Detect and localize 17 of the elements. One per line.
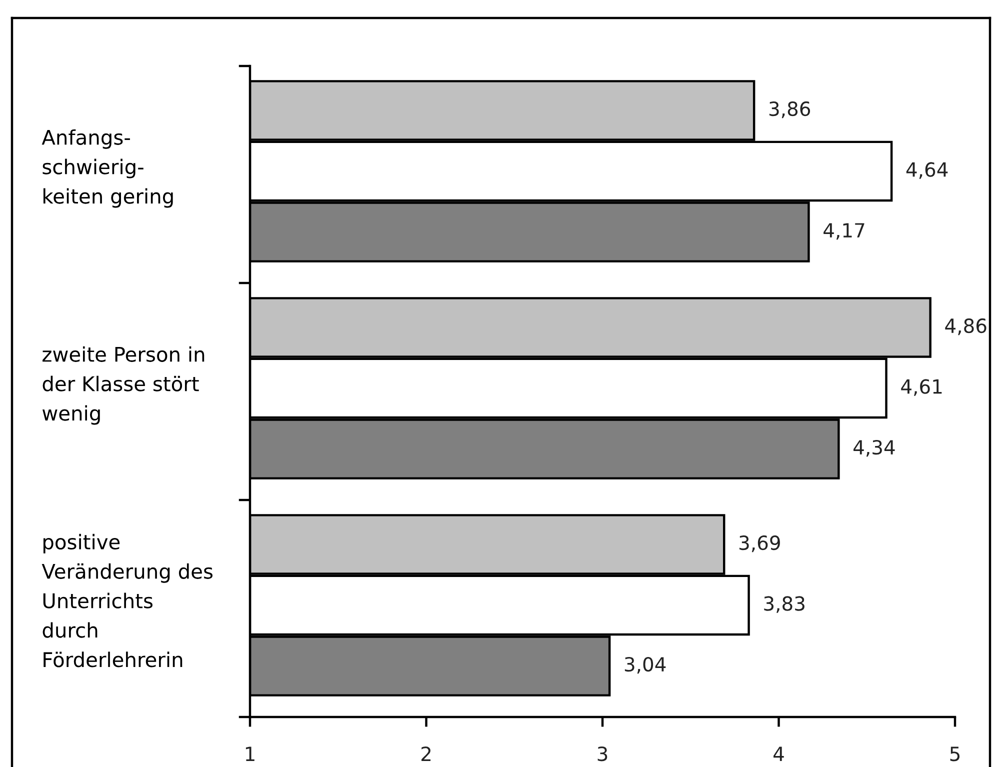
data-label: 3,04 bbox=[624, 656, 666, 674]
data-label: 3,83 bbox=[764, 596, 804, 613]
y-tick-label: zweite Person in der Klasse stört wenig bbox=[42, 346, 204, 425]
data-label: 4,34 bbox=[854, 440, 895, 457]
x-tick-label: 4 bbox=[774, 746, 784, 761]
data-label: 4,64 bbox=[906, 162, 948, 179]
data-label: 3,69 bbox=[739, 535, 780, 552]
x-tick-label: 5 bbox=[950, 746, 960, 762]
x-tick-label: 1 bbox=[246, 746, 254, 761]
data-label: 4,17 bbox=[824, 223, 864, 240]
y-tick-label: positive Veränderung des Unterrichts durch Förderlehrerin bbox=[42, 534, 213, 668]
y-tick-label: Anfangs- schwierig- keiten gering bbox=[42, 129, 173, 208]
data-label: 4,61 bbox=[901, 379, 942, 396]
x-tick-label: 2 bbox=[421, 746, 430, 761]
x-tick-label: 3 bbox=[598, 746, 608, 762]
data-label: 4,86 bbox=[945, 318, 986, 336]
data-label: 3,86 bbox=[769, 101, 810, 118]
